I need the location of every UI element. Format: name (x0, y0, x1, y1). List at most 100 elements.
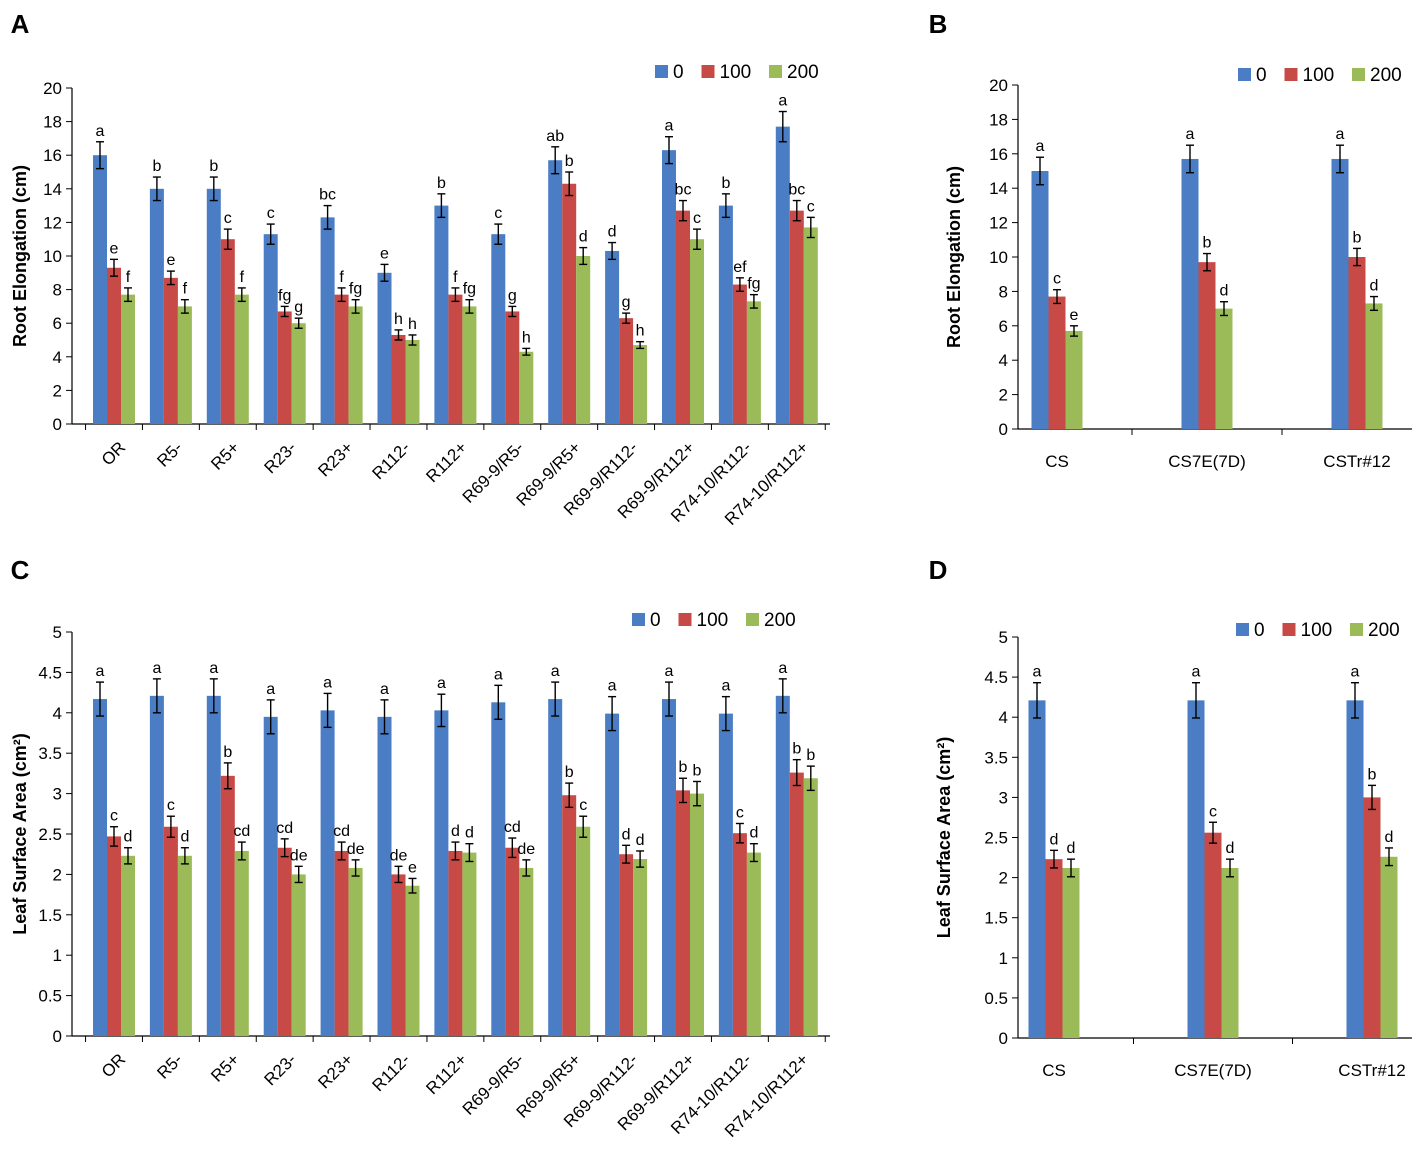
significance-letter: a (1186, 126, 1195, 143)
significance-letter: h (394, 311, 403, 328)
x-tick-label: R5+ (207, 1050, 243, 1086)
significance-letter: e (1070, 307, 1079, 324)
legend-label: 200 (787, 62, 819, 83)
y-tick-label: 0.5 (984, 989, 1008, 1008)
y-tick-label: 0 (53, 1027, 62, 1046)
significance-letter: g (294, 299, 303, 316)
legend: 0 100 200 (655, 62, 819, 83)
bar (405, 340, 420, 424)
significance-letter: a (665, 663, 674, 680)
bar (206, 695, 221, 1036)
x-tick-label: CS7E(7D) (1168, 452, 1245, 471)
y-tick-label: 1.5 (38, 906, 62, 925)
significance-letter: b (792, 741, 801, 758)
bar (291, 874, 306, 1036)
significance-letter: b (565, 764, 574, 781)
x-tick-label: R23- (261, 1050, 300, 1089)
bar (220, 239, 235, 424)
bar (789, 772, 804, 1036)
y-tick-label: 8 (999, 282, 1008, 301)
significance-letter: ab (546, 128, 564, 145)
y-tick-label: 3.5 (38, 744, 62, 763)
y-axis-label: Leaf Surface Area (cm²) (934, 737, 954, 938)
y-tick-label: 2 (999, 869, 1008, 888)
legend-label: 100 (720, 62, 752, 83)
bar (177, 306, 192, 424)
significance-letter: h (522, 329, 531, 346)
significance-letter: a (721, 678, 730, 695)
bar (1048, 296, 1066, 429)
bar (234, 850, 249, 1036)
significance-letter: a (323, 674, 332, 691)
legend-label: 200 (764, 610, 796, 631)
legend-swatch (1350, 623, 1363, 636)
bar (1187, 700, 1205, 1038)
bar (1198, 262, 1216, 429)
y-tick-label: 20 (43, 79, 62, 98)
significance-letter: c (110, 808, 118, 825)
bar (220, 775, 235, 1036)
bar (718, 205, 733, 424)
significance-letter: d (1385, 829, 1394, 846)
bar (434, 205, 449, 424)
significance-letter: c (267, 205, 275, 222)
y-tick-label: 12 (989, 214, 1008, 233)
significance-letter: a (1336, 126, 1345, 143)
bar (619, 318, 634, 424)
y-tick-label: 2 (53, 865, 62, 884)
bar (1380, 856, 1398, 1038)
bar (633, 345, 648, 424)
significance-letter: c (224, 210, 232, 227)
significance-letter: d (1226, 840, 1235, 857)
y-tick-label: 16 (989, 145, 1008, 164)
significance-letter: de (517, 841, 535, 858)
bar (462, 852, 477, 1036)
significance-letter: b (693, 762, 702, 779)
bar (377, 272, 392, 424)
legend-label: 200 (1368, 620, 1400, 641)
bar (149, 188, 164, 424)
significance-letter: ef (733, 259, 747, 276)
legend: 0 100 200 (1238, 65, 1402, 86)
bar (746, 852, 761, 1036)
y-tick-label: 2.5 (38, 825, 62, 844)
bar (718, 713, 733, 1036)
bar (448, 850, 463, 1036)
bar (206, 188, 221, 424)
significance-letter: f (126, 269, 131, 286)
bar (391, 334, 406, 424)
significance-letter: b (806, 747, 815, 764)
legend-swatch (1352, 68, 1365, 81)
bar (1346, 700, 1364, 1038)
significance-letter: de (390, 847, 408, 864)
bar (277, 311, 292, 424)
significance-letter: cd (504, 819, 521, 836)
significance-letter: g (622, 294, 631, 311)
significance-letter: a (96, 663, 105, 680)
significance-letter: a (551, 663, 560, 680)
bar (732, 833, 747, 1036)
significance-letter: g (508, 287, 517, 304)
y-tick-label: 20 (989, 76, 1008, 95)
bar (605, 250, 620, 424)
significance-letter: e (166, 252, 175, 269)
legend-swatch (678, 613, 692, 626)
bar (391, 874, 406, 1036)
legend-swatch (1238, 68, 1251, 81)
bar (562, 183, 577, 424)
bar (93, 699, 107, 1036)
legend-label: 0 (1256, 65, 1267, 86)
bar (1065, 330, 1083, 429)
significance-letter: b (1353, 229, 1362, 246)
bar (149, 695, 164, 1036)
legend-swatch (632, 613, 645, 626)
legend-label: 100 (1301, 620, 1333, 641)
bar (434, 710, 449, 1036)
significance-letter: cd (333, 823, 350, 840)
significance-letter: de (290, 847, 308, 864)
significance-letter: b (152, 158, 161, 175)
bar (1221, 867, 1239, 1038)
significance-letter: h (408, 316, 417, 333)
y-tick-label: 6 (999, 317, 1008, 336)
